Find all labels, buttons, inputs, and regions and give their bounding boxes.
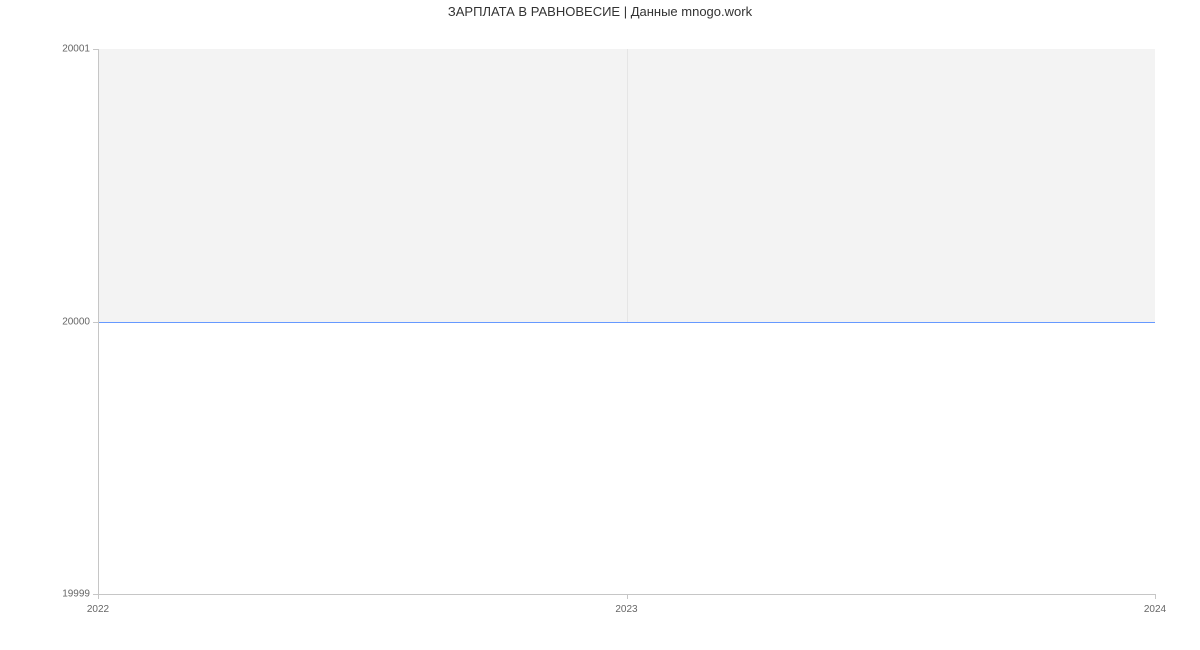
- x-tick-label: 2022: [87, 604, 109, 615]
- x-tick-label: 2023: [615, 604, 637, 615]
- plot-area: [98, 49, 1155, 594]
- x-tick-mark: [1155, 594, 1156, 599]
- y-tick-mark: [93, 49, 98, 50]
- x-gridline-middle: [627, 49, 628, 322]
- x-tick-mark: [627, 594, 628, 599]
- chart-title: ЗАРПЛАТА В РАВНОВЕСИЕ | Данные mnogo.wor…: [0, 4, 1200, 19]
- chart-container: ЗАРПЛАТА В РАВНОВЕСИЕ | Данные mnogo.wor…: [0, 0, 1200, 650]
- x-tick-mark: [98, 594, 99, 599]
- series-line: [98, 322, 1155, 323]
- y-tick-label: 19999: [56, 589, 90, 600]
- y-tick-label: 20000: [56, 316, 90, 327]
- y-tick-mark: [93, 322, 98, 323]
- y-tick-label: 20001: [56, 44, 90, 55]
- x-tick-label: 2024: [1144, 604, 1166, 615]
- y-axis-line: [98, 49, 99, 594]
